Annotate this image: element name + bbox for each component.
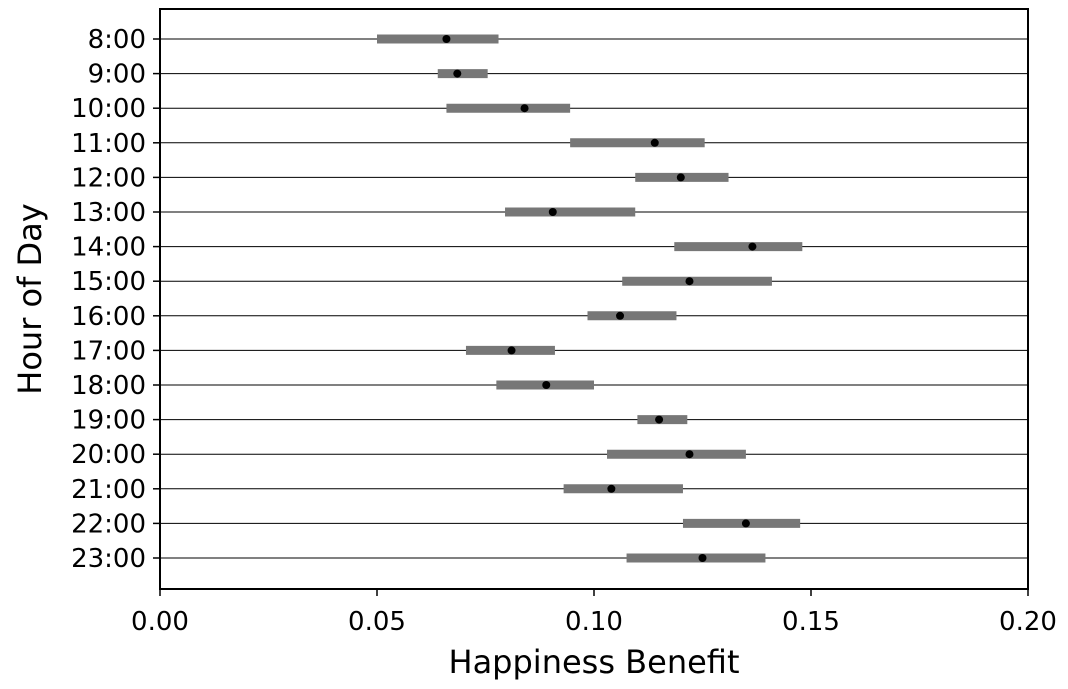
y-tick-label: 22:00: [71, 509, 146, 539]
point-1300: [548, 208, 557, 216]
confidence-intervals: [377, 34, 803, 563]
y-tick-label: 9:00: [88, 60, 146, 90]
y-tick-label: 21:00: [71, 475, 146, 505]
y-tick-label: 15:00: [71, 267, 146, 297]
tick-labels: 8:00 9:00 10:00 11:00 12:00 13:00 14:00 15:00 16…: [71, 25, 1057, 637]
point-2300: [698, 554, 707, 562]
point-1600: [616, 311, 625, 320]
point-1500: [685, 277, 694, 286]
point-1200: [676, 173, 685, 182]
y-tick-label: 14:00: [71, 233, 146, 263]
x-tick-label: 0.00: [131, 607, 189, 637]
y-tick-label: 23:00: [71, 544, 146, 574]
point-2100: [607, 484, 616, 493]
plot-frame: [159, 8, 1029, 590]
y-tick-label: 13:00: [71, 198, 146, 228]
y-tick-label: 17:00: [71, 336, 146, 366]
x-tick-label: 0.05: [348, 607, 406, 637]
point-1800: [542, 381, 551, 389]
point-1400: [748, 242, 757, 251]
y-tick-label: 12:00: [71, 163, 146, 193]
point-1900: [655, 415, 664, 424]
y-tick-label: 16:00: [71, 302, 146, 332]
point-1100: [650, 138, 659, 147]
y-tick-label: 19:00: [71, 406, 146, 436]
y-tick-label: 11:00: [71, 129, 146, 159]
x-tick-label: 0.10: [565, 607, 623, 637]
x-axis-label: Happiness Benefit: [449, 643, 740, 681]
x-tick-label: 0.20: [999, 607, 1057, 637]
axes: [153, 8, 1029, 596]
y-axis-label: Hour of Day: [11, 203, 49, 394]
point-2000: [685, 450, 694, 459]
y-tick-label: 18:00: [71, 371, 146, 401]
point-2200: [741, 519, 750, 528]
point-800: [442, 35, 451, 43]
estimate-points: [442, 35, 757, 562]
y-tick-label: 20:00: [71, 440, 146, 470]
point-1700: [507, 346, 516, 355]
point-1000: [520, 104, 529, 113]
gridlines: [160, 38, 1028, 559]
y-tick-label: 8:00: [88, 25, 146, 55]
point-900: [453, 69, 462, 78]
x-tick-label: 0.15: [782, 607, 840, 637]
y-tick-label: 10:00: [71, 94, 146, 124]
